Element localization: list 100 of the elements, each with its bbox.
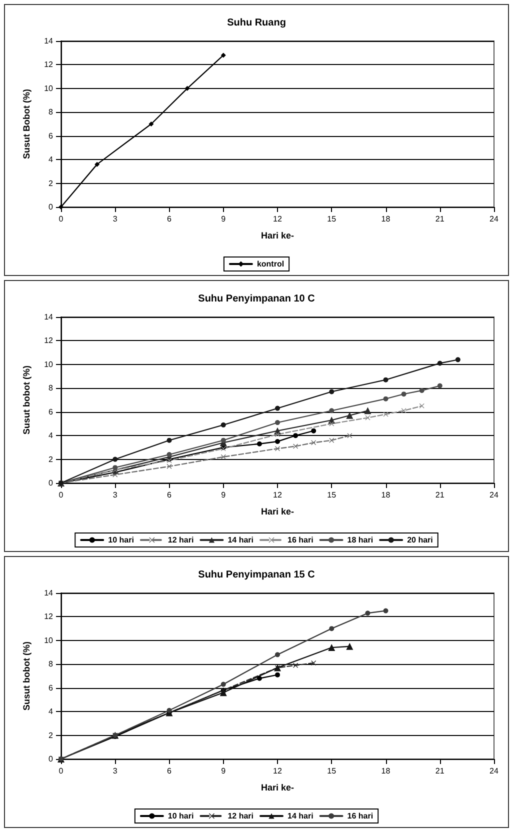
x-tick-label: 9: [221, 214, 226, 224]
x-tick-label: 24: [490, 214, 499, 224]
point: [383, 608, 388, 614]
point: [220, 689, 227, 696]
y-axis-title: Susut bobot (%): [22, 642, 32, 710]
point: [329, 408, 334, 414]
x-axis-title: Hari ke-: [260, 782, 294, 792]
x-tick-label: 0: [58, 214, 64, 224]
chart-title: Suhu Penyimpanan 10 C: [198, 294, 315, 304]
point: [220, 438, 226, 443]
x-tick-label: 18: [381, 490, 391, 500]
point: [256, 441, 262, 446]
y-tick-label: 10: [44, 360, 54, 369]
point: [112, 456, 118, 462]
x-tick-label: 15: [327, 214, 337, 224]
point: [220, 52, 226, 58]
point: [383, 412, 388, 417]
point: [346, 642, 354, 650]
y-tick-label: 12: [44, 612, 54, 622]
point: [94, 162, 100, 167]
point: [419, 403, 424, 408]
point: [383, 396, 388, 402]
point: [275, 406, 280, 411]
legend-label: 16 hari: [347, 812, 374, 820]
y-axis-title: Susut bobot (%): [22, 366, 32, 434]
x-tick-label: 9: [221, 766, 226, 776]
y-tick-label: 8: [48, 108, 54, 117]
y-tick-label: 10: [44, 636, 54, 645]
point: [166, 452, 172, 458]
y-tick-label: 6: [48, 407, 54, 416]
y-tick-label: 14: [44, 312, 54, 322]
x-tick-label: 24: [490, 766, 499, 776]
chart-title: Suhu Ruang: [227, 18, 286, 28]
point: [166, 708, 172, 713]
x-tick-label: 15: [327, 766, 337, 776]
y-tick-label: 6: [48, 131, 54, 140]
y-tick-label: 8: [48, 660, 54, 669]
x-tick-label: 24: [490, 490, 499, 500]
point: [184, 86, 190, 91]
y-tick-label: 0: [48, 478, 54, 488]
point: [365, 415, 370, 420]
y-tick-label: 10: [44, 84, 54, 93]
x-tick-label: 6: [167, 214, 172, 224]
y-tick-label: 8: [48, 384, 54, 393]
point: [419, 388, 424, 394]
x-tick-label: 6: [167, 766, 172, 776]
point: [347, 433, 352, 438]
legend-label: 14 hari: [288, 812, 314, 820]
point: [401, 408, 406, 414]
x-tick-label: 18: [381, 766, 391, 776]
x-tick-label: 12: [273, 214, 282, 224]
legend-label: 12 hari: [168, 536, 194, 544]
y-tick-label: 2: [48, 178, 54, 188]
point: [437, 360, 442, 366]
point: [293, 662, 298, 668]
legend-label: kontrol: [256, 260, 284, 268]
point: [275, 652, 280, 658]
x-tick-label: 0: [58, 490, 64, 500]
point: [437, 383, 442, 388]
x-tick-label: 18: [381, 214, 391, 224]
x-axis-title: Hari ke-: [260, 230, 294, 240]
point: [275, 420, 280, 426]
point: [329, 626, 334, 632]
point: [275, 432, 280, 437]
point: [311, 440, 316, 446]
x-tick-label: 0: [58, 766, 64, 776]
y-tick-label: 14: [44, 588, 54, 598]
legend-label: 12 hari: [228, 812, 254, 820]
x-tick-label: 3: [112, 214, 118, 224]
point: [220, 454, 226, 460]
x-tick-label: 12: [273, 490, 282, 500]
point: [220, 682, 226, 687]
point: [346, 412, 354, 419]
y-axis-title: Susut Bobot (%): [22, 89, 32, 159]
x-tick-label: 12: [273, 766, 282, 776]
point: [365, 610, 370, 616]
point: [328, 644, 336, 652]
legend-label: 18 hari: [347, 536, 374, 544]
x-tick-label: 9: [221, 490, 226, 500]
point: [166, 464, 172, 469]
y-tick-label: 12: [44, 60, 54, 70]
y-tick-label: 4: [48, 155, 54, 164]
x-tick-label: 3: [112, 490, 118, 500]
y-tick-label: 4: [48, 431, 54, 440]
x-tick-label: 21: [435, 490, 445, 500]
point: [293, 433, 298, 438]
x-tick-label: 15: [327, 490, 337, 500]
x-tick-label: 21: [435, 214, 445, 224]
point: [220, 422, 226, 428]
x-tick-label: 21: [435, 766, 445, 776]
x-tick-label: 6: [167, 490, 172, 500]
point: [455, 357, 460, 362]
legend-label: 14 hari: [228, 536, 254, 544]
point: [329, 389, 334, 394]
point: [275, 446, 280, 452]
point: [275, 439, 280, 444]
point: [401, 392, 406, 397]
y-tick-label: 0: [48, 754, 54, 764]
point: [329, 421, 334, 426]
point: [383, 377, 388, 382]
